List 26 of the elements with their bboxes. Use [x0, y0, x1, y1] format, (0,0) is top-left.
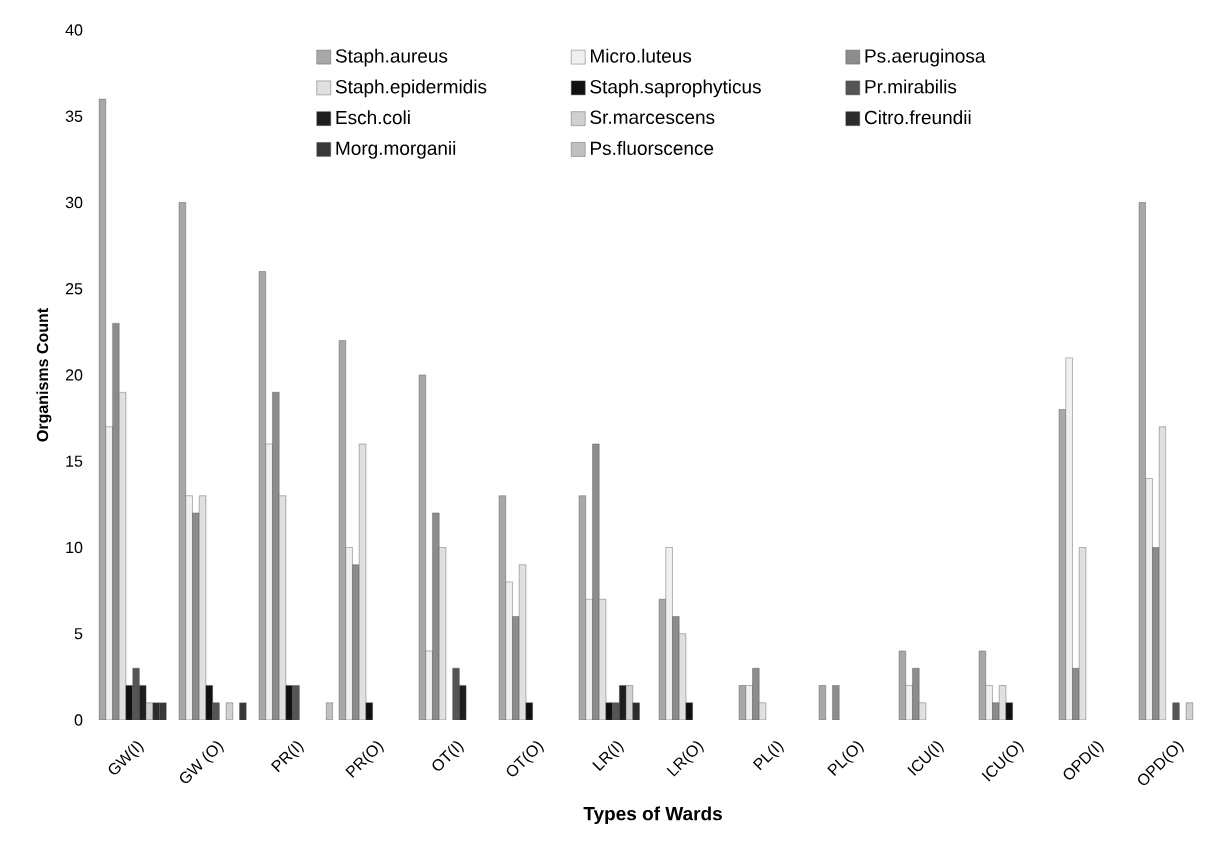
- legend-label: Morg.morganii: [336, 141, 456, 159]
- bar: [818, 685, 826, 720]
- legend-label: Ps.aeruginosa: [865, 48, 986, 67]
- y-tick-label: 35: [65, 110, 83, 122]
- y-tick-label: 0: [74, 714, 83, 726]
- legend-label: Staph.saprophyticus: [590, 79, 761, 98]
- y-tick-label: 5: [74, 628, 83, 640]
- legend-label: Esch.coli: [336, 110, 410, 125]
- y-tick-label: 25: [65, 283, 83, 295]
- y-tick-label: 30: [65, 196, 83, 209]
- x-axis-title: Types of Wards: [583, 806, 722, 825]
- legend-label: Ps.fluorscence: [591, 141, 714, 155]
- y-axis-title: Organisms Count: [36, 308, 52, 442]
- legend-label: Staph.epidermidis: [335, 79, 487, 98]
- bar: [1185, 702, 1194, 720]
- legend-label: Sr.marcescens: [590, 110, 715, 124]
- legend-label: Citro.freundii: [864, 110, 971, 125]
- y-tick-label: 40: [65, 24, 83, 36]
- legend-label: Staph.aureus: [335, 48, 448, 67]
- y-tick-label: 20: [65, 369, 83, 381]
- legend-label: Pr.mirabilis: [865, 79, 957, 94]
- y-tick-label: 15: [66, 455, 83, 467]
- x-tick-label: GW (O): [179, 741, 224, 784]
- bar: [225, 702, 233, 720]
- legend-label: Micro.luteus: [591, 48, 692, 63]
- y-tick-label: 10: [66, 541, 83, 554]
